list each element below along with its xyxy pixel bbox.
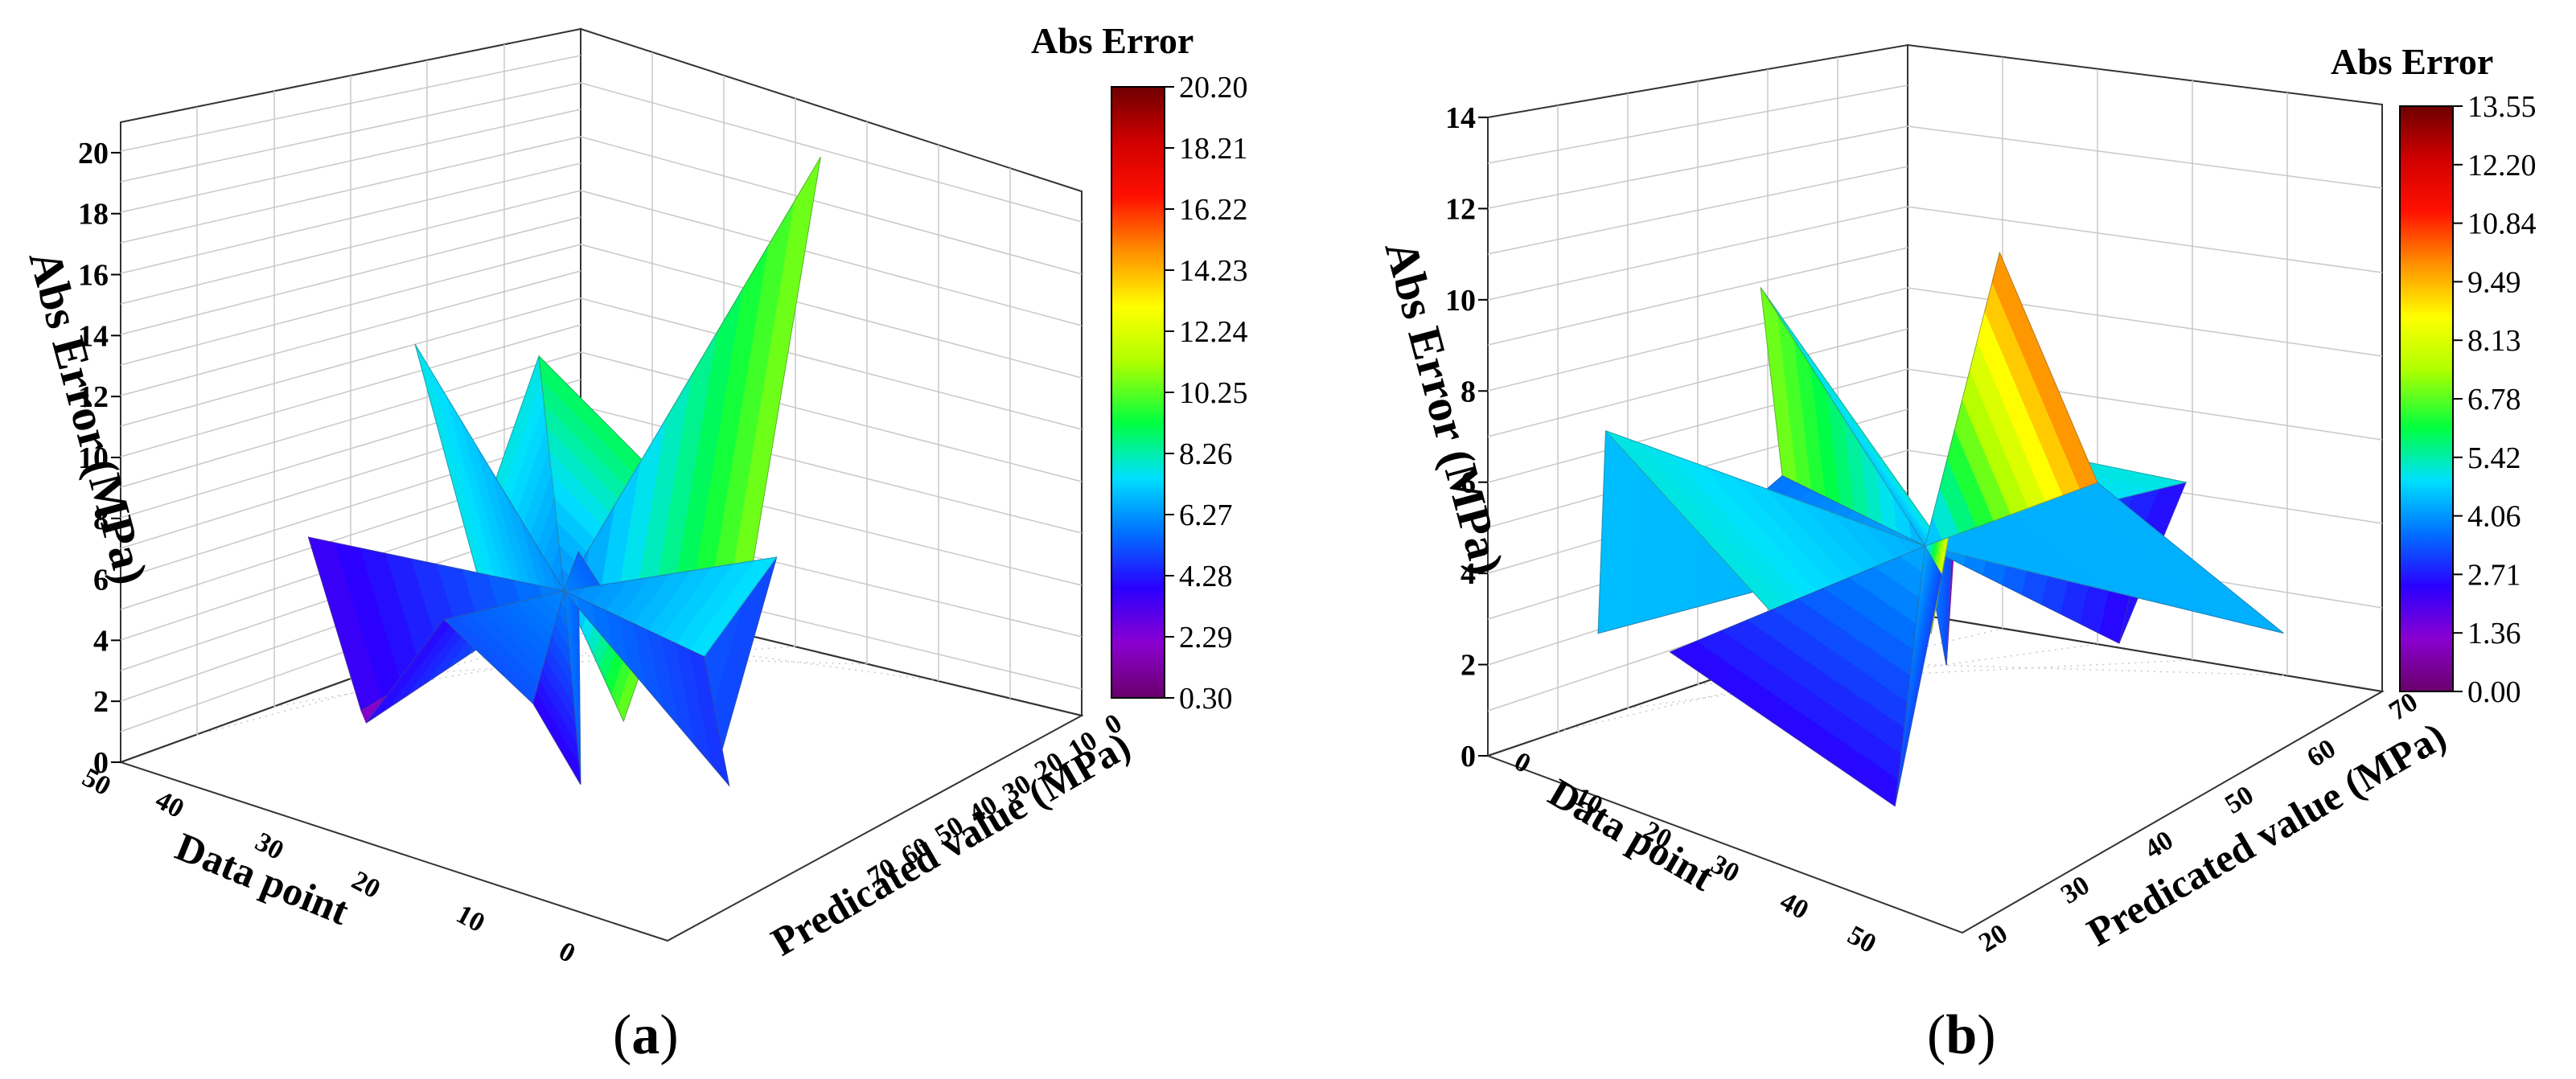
panel-b-y-tick-label: 20 <box>1974 918 2012 958</box>
panel-a-surface-mesh-line <box>564 590 730 787</box>
panel-a-z-tick-label: 4 <box>93 624 109 658</box>
panel-b-colorbar-tick-label: 10.84 <box>2467 207 2537 241</box>
panel-b-z-tick-label: 10 <box>1445 284 1476 318</box>
panel-a-z-tick-label: 20 <box>78 137 109 170</box>
panel-b-colorbar-tick-label: 13.55 <box>2467 90 2537 124</box>
panel-a-x-tick-label: 0 <box>554 936 580 969</box>
panel-b-z-tick-label: 0 <box>1461 740 1476 773</box>
panel-b-surface-patch <box>1991 251 2098 490</box>
panel-a-y-axis-label: Predicated value (MPa) <box>764 723 1138 965</box>
panel-a-label: (a) <box>613 1004 679 1066</box>
panel-a-colorbar-tick-label: 4.28 <box>1179 560 1233 593</box>
panel-a-z-axis-label: Abs Error (MPa) <box>18 245 158 590</box>
panel-a-z-tick-label: 14 <box>78 319 109 353</box>
panel-a-z-ticks: 0 2 4 6 8 10 12 14 16 18 20 <box>78 137 121 780</box>
panel-b-label: (b) <box>1927 1004 1996 1066</box>
panel-b-z-tick-label: 2 <box>1461 649 1476 683</box>
panel-a-colorbar-tick-label: 6.27 <box>1179 498 1233 532</box>
panel-b-colorbar-tick-label: 9.49 <box>2467 265 2521 299</box>
panel-a-x-tick-label: 10 <box>451 899 489 938</box>
panel-b-z-tick-label: 4 <box>1461 557 1476 591</box>
panel-a-colorbar-tick-label: 16.22 <box>1179 193 1248 227</box>
panel-b-x-axis-label: Data point <box>1542 769 1722 900</box>
panel-b-x-tick-label: 40 <box>1775 886 1813 925</box>
panel-a-surface-patch <box>689 649 730 787</box>
panel-b-colorbar-tick-label: 1.36 <box>2467 617 2521 650</box>
panel-a-colorbar-tick-label: 20.20 <box>1179 71 1248 105</box>
panel-b-surface <box>1597 251 2284 807</box>
panel-a-surface-patch <box>532 691 581 785</box>
panel-b-colorbar-tick-label: 8.13 <box>2467 324 2521 358</box>
panel-a-x-tick-label: 40 <box>150 785 188 824</box>
panel-b-colorbar-tick-label: 6.78 <box>2467 383 2521 416</box>
panel-a-colorbar <box>1111 86 1165 699</box>
panel-a-z-tick-label: 0 <box>93 746 109 780</box>
panel-a-colorbar-title: Abs Error <box>1031 20 1194 61</box>
panel-b-colorbar-ticks: 13.55 12.20 10.84 9.49 8.13 6.78 5.42 4.06 2.71 1… <box>2453 90 2537 709</box>
panel-a-colorbar-tick-label: 14.23 <box>1179 254 1248 288</box>
panel-a-z-tick-label: 6 <box>93 564 109 597</box>
panel-a-colorbar-ticks: 20.20 18.21 16.22 14.23 12.24 10.25 8.26 6.27 4.… <box>1165 71 1248 716</box>
panel-a-surface <box>307 157 821 787</box>
panel-a-x-tick-label: 20 <box>347 865 384 905</box>
panel-a-colorbar-tick-label: 12.24 <box>1179 315 1248 349</box>
panel-b-z-tick-label: 12 <box>1445 192 1476 226</box>
panel-b-surface-patch <box>1597 430 1638 634</box>
panel-a-z-tick-label: 16 <box>78 259 109 293</box>
panel-b-y-tick-label: 40 <box>2139 825 2178 864</box>
panel-a-colorbar-tick-label: 8.26 <box>1179 437 1233 471</box>
panel-a-z-tick-label: 18 <box>78 198 109 232</box>
panel-b-colorbar-tick-label: 12.20 <box>2467 149 2537 183</box>
panel-b-surface-patch <box>1669 641 1899 807</box>
panel-b-surface-mesh-line <box>1669 545 1926 807</box>
panel-b-colorbar-tick-label: 2.71 <box>2467 558 2521 592</box>
panel-a-z-tick-label: 10 <box>78 441 109 475</box>
panel-b-colorbar-tick-label: 5.42 <box>2467 441 2521 475</box>
panel-b-z-tick-label: 14 <box>1445 101 1476 135</box>
panel-a-z-tick-label: 12 <box>78 380 109 414</box>
panel-a-colorbar-tick-label: 0.30 <box>1179 682 1233 716</box>
panel-b-z-axis-label: Abs Error (MPa) <box>1374 236 1514 581</box>
panel-b-colorbar-title: Abs Error <box>2331 41 2493 82</box>
panel-a-z-tick-label: 8 <box>93 503 109 536</box>
panel-b-x-tick-label: 50 <box>1843 920 1880 959</box>
panel-a-x-tick-label: 50 <box>77 762 115 802</box>
panel-a-colorbar-tick-label: 2.29 <box>1179 621 1233 654</box>
panel-b-colorbar-tick-label: 4.06 <box>2467 500 2521 534</box>
panel-a-z-tick-label: 2 <box>93 685 109 719</box>
panel-b-surface-mesh-line <box>1924 251 2098 547</box>
panel-b-colorbar <box>2399 105 2454 692</box>
panel-a-colorbar-tick-label: 10.25 <box>1179 376 1248 410</box>
panel-b-z-tick-label: 8 <box>1461 375 1476 408</box>
panel-b-x-tick-label: 0 <box>1510 746 1535 779</box>
panel-b-colorbar-tick-label: 0.00 <box>2467 675 2521 709</box>
panel-b-y-tick-label: 50 <box>2220 780 2258 819</box>
panel-a-colorbar-tick-label: 18.21 <box>1179 132 1248 166</box>
panel-b-z-tick-label: 6 <box>1461 466 1476 500</box>
panel-b-z-ticks: 0 2 4 6 8 10 12 14 <box>1445 101 1488 773</box>
panel-a-surface-mesh-line <box>532 590 581 785</box>
